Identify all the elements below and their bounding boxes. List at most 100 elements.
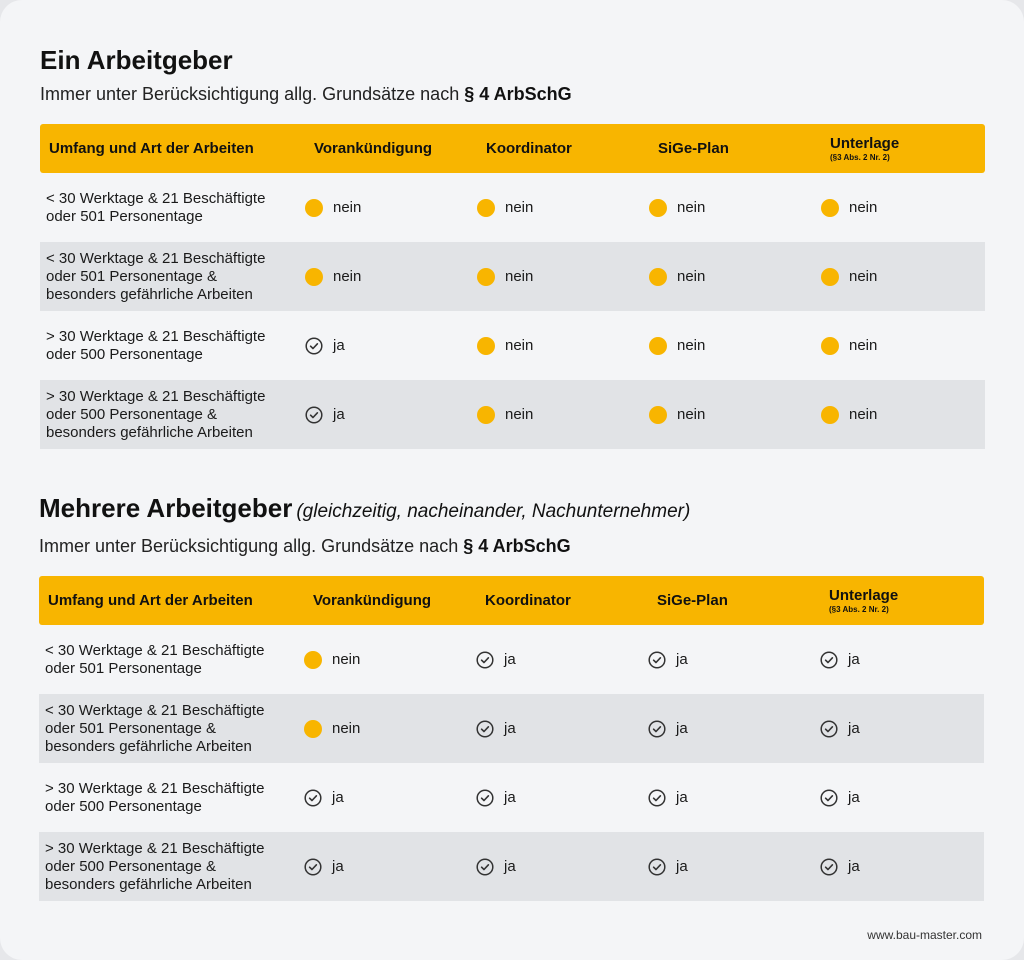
value-label: ja [848, 719, 860, 737]
value-cell: ja [476, 763, 648, 832]
description-line: > 30 Werktage & 21 Beschäftigte [45, 779, 265, 797]
value-cell: ja [304, 832, 476, 901]
value-cell: nein [821, 380, 985, 449]
value-label: nein [505, 405, 534, 423]
table-row: < 30 Werktage & 21 Beschäftigte oder 501 … [39, 625, 984, 694]
value-cell: nein [477, 380, 649, 449]
header-vorankuendigung: Vorankündigung [314, 140, 433, 157]
value-label: nein [332, 719, 361, 737]
obligations-table: Umfang und Art der Arbeiten Vorankündigu… [40, 124, 985, 449]
yellow-dot-icon [477, 267, 495, 286]
yellow-dot-icon [304, 650, 322, 669]
value-label: nein [849, 198, 878, 216]
description-line: oder 501 Personentage [46, 207, 203, 225]
description-line: oder 501 Personentage [45, 659, 202, 677]
value-label: ja [676, 719, 688, 737]
value-cell: nein [821, 311, 985, 380]
value-cell: nein [649, 173, 821, 242]
description-line: < 30 Werktage & 21 Beschäftigte [45, 641, 265, 659]
value-cell: ja [648, 625, 820, 694]
value-label: ja [676, 857, 688, 875]
header-koordinator: Koordinator [485, 592, 571, 609]
check-circle-icon [820, 719, 838, 738]
table-header-row: Umfang und Art der Arbeiten Vorankündigu… [39, 576, 984, 625]
value-cell: nein [477, 311, 649, 380]
row-description: < 30 Werktage & 21 Beschäftigte oder 501 … [39, 694, 304, 763]
yellow-dot-icon [304, 719, 322, 738]
value-cell: ja [305, 380, 477, 449]
check-circle-icon [648, 719, 666, 738]
value-label: nein [677, 336, 706, 354]
check-circle-icon [305, 336, 323, 355]
description-line: besonders gefährliche Arbeiten [45, 875, 252, 893]
value-label: nein [849, 336, 878, 354]
check-circle-icon [305, 405, 323, 424]
check-circle-icon [304, 857, 322, 876]
description-line: oder 500 Personentage [46, 345, 203, 363]
header-unterlage: Unterlage (§3 Abs. 2 Nr. 2) [830, 134, 900, 162]
value-label: ja [504, 857, 516, 875]
value-label: nein [677, 198, 706, 216]
header-umfang: Umfang und Art der Arbeiten [48, 592, 253, 609]
value-cell: nein [821, 173, 985, 242]
value-cell: ja [305, 311, 477, 380]
row-description: > 30 Werktage & 21 Beschäftigte oder 500 … [40, 380, 305, 449]
value-cell: ja [304, 763, 476, 832]
value-cell: ja [648, 763, 820, 832]
value-cell: ja [476, 694, 648, 763]
row-description: > 30 Werktage & 21 Beschäftigte oder 500 … [40, 311, 305, 380]
header-umfang: Umfang und Art der Arbeiten [49, 140, 254, 157]
yellow-dot-icon [821, 198, 839, 217]
value-cell: nein [477, 242, 649, 311]
description-line: oder 501 Personentage & [46, 267, 217, 285]
check-circle-icon [476, 650, 494, 669]
value-cell: ja [648, 694, 820, 763]
value-label: ja [332, 857, 344, 875]
value-cell: ja [820, 763, 984, 832]
footer-url: www.bau-master.com [867, 928, 982, 942]
value-label: ja [848, 857, 860, 875]
header-sige-plan: SiGe-Plan [658, 140, 729, 157]
check-circle-icon [476, 788, 494, 807]
value-label: ja [333, 405, 345, 423]
value-label: nein [505, 267, 534, 285]
value-cell: ja [476, 832, 648, 901]
yellow-dot-icon [649, 267, 667, 286]
description-line: > 30 Werktage & 21 Beschäftigte [46, 327, 266, 345]
yellow-dot-icon [649, 405, 667, 424]
check-circle-icon [476, 857, 494, 876]
yellow-dot-icon [477, 198, 495, 217]
section-mehrere-arbeitgeber: Mehrere Arbeitgeber (gleichzeitig, nachei… [39, 492, 984, 901]
value-label: nein [849, 267, 878, 285]
yellow-dot-icon [477, 336, 495, 355]
section-title: Mehrere Arbeitgeber (gleichzeitig, nachei… [39, 493, 691, 523]
row-description: < 30 Werktage & 21 Beschäftigte oder 501 … [39, 625, 304, 694]
value-cell: nein [304, 694, 476, 763]
value-cell: nein [477, 173, 649, 242]
value-label: ja [333, 336, 345, 354]
row-description: < 30 Werktage & 21 Beschäftigte oder 501 … [40, 173, 305, 242]
value-cell: ja [820, 625, 984, 694]
description-line: oder 500 Personentage & [45, 857, 216, 875]
value-cell: nein [649, 380, 821, 449]
row-description: < 30 Werktage & 21 Beschäftigte oder 501 … [40, 242, 305, 311]
value-label: nein [677, 267, 706, 285]
value-label: ja [504, 788, 516, 806]
yellow-dot-icon [477, 405, 495, 424]
value-cell: nein [305, 242, 477, 311]
yellow-dot-icon [649, 198, 667, 217]
value-cell: nein [649, 242, 821, 311]
yellow-dot-icon [305, 198, 323, 217]
description-line: oder 500 Personentage [45, 797, 202, 815]
table-row: < 30 Werktage & 21 Beschäftigte oder 501 … [40, 242, 985, 311]
section-subtitle: Immer unter Berücksichtigung allg. Grund… [39, 536, 571, 556]
check-circle-icon [304, 788, 322, 807]
value-cell: nein [649, 311, 821, 380]
value-label: ja [676, 788, 688, 806]
description-line: < 30 Werktage & 21 Beschäftigte [46, 189, 266, 207]
check-circle-icon [820, 857, 838, 876]
value-label: nein [505, 198, 534, 216]
yellow-dot-icon [821, 267, 839, 286]
section-ein-arbeitgeber: Ein Arbeitgeber Immer unter Berücksichti… [40, 44, 985, 449]
